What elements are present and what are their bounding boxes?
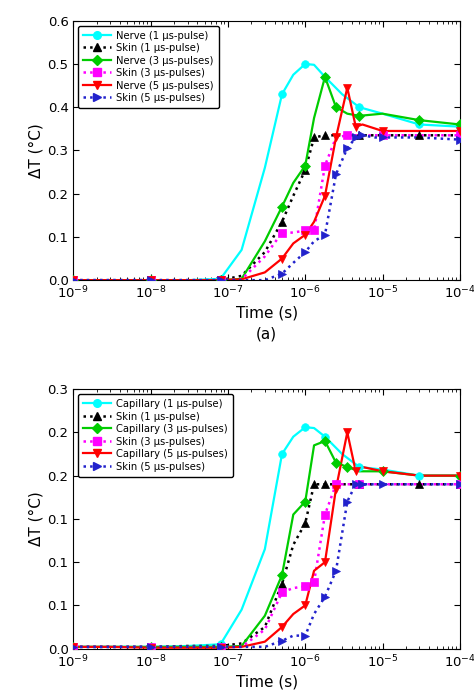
Y-axis label: ΔT (°C): ΔT (°C) — [28, 491, 44, 546]
X-axis label: Time (s): Time (s) — [236, 674, 298, 689]
Text: (a): (a) — [256, 327, 277, 342]
Legend: Nerve (1 μs-pulse), Skin (1 μs-pulse), Nerve (3 μs-pulses), Skin (3 μs-pulses), : Nerve (1 μs-pulse), Skin (1 μs-pulse), N… — [79, 26, 219, 108]
Legend: Capillary (1 μs-pulse), Skin (1 μs-pulse), Capillary (3 μs-pulses), Skin (3 μs-p: Capillary (1 μs-pulse), Skin (1 μs-pulse… — [79, 394, 233, 477]
Y-axis label: ΔT (°C): ΔT (°C) — [28, 123, 44, 178]
X-axis label: Time (s): Time (s) — [236, 306, 298, 321]
